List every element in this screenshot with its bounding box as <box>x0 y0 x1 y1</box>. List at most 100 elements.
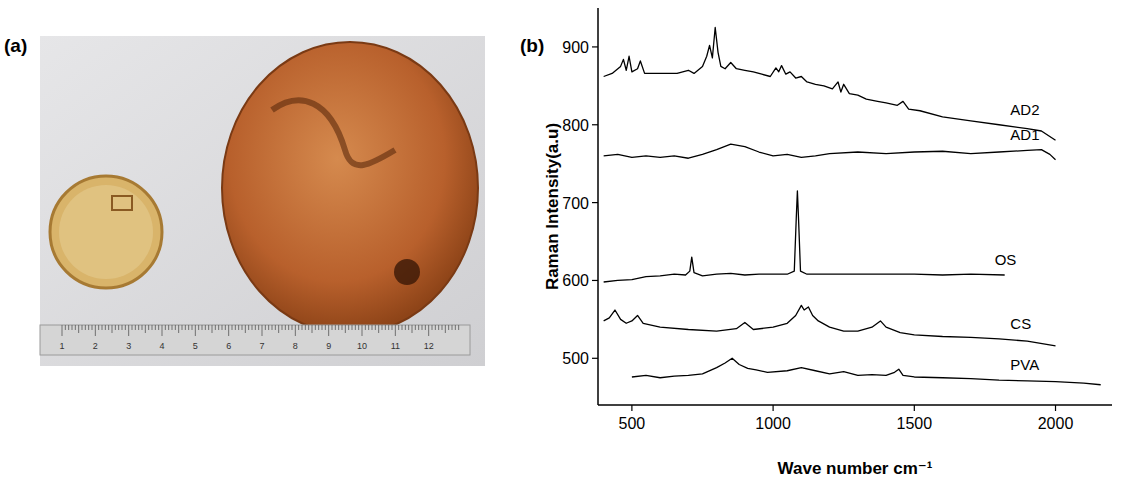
ruler-tick <box>172 325 173 330</box>
ruler-tick <box>115 325 116 330</box>
ruler <box>40 325 470 355</box>
ruler-tick <box>408 325 409 330</box>
ruler-tick <box>68 325 69 330</box>
ruler-tick <box>112 325 113 333</box>
ruler-tick <box>428 325 429 336</box>
ruler-label: 9 <box>326 341 331 351</box>
ruler-tick <box>442 325 443 330</box>
ruler-tick <box>455 325 456 330</box>
ruler-label: 11 <box>391 341 400 351</box>
ruler-tick <box>412 325 413 333</box>
y-tick-label: 700 <box>562 195 589 212</box>
panel-label: (b) <box>520 35 544 56</box>
ruler-tick <box>138 325 139 330</box>
x-tick-label: 2000 <box>1038 415 1074 432</box>
ruler-tick <box>128 325 129 336</box>
ruler-tick <box>452 325 453 330</box>
small-disc <box>50 176 162 288</box>
ruler-tick <box>62 325 63 336</box>
ruler-tick <box>305 325 306 330</box>
ruler-tick <box>222 325 223 330</box>
ruler-tick <box>98 325 99 330</box>
ruler-tick <box>425 325 426 330</box>
ruler-tick <box>132 325 133 330</box>
ruler-tick <box>245 325 246 333</box>
ruler-tick <box>285 325 286 330</box>
ruler-tick <box>308 325 309 330</box>
ruler-tick <box>195 325 196 336</box>
ruler-label: 10 <box>357 341 367 351</box>
ruler-tick <box>92 325 93 330</box>
y-tick <box>592 358 598 359</box>
ruler-tick <box>345 325 346 333</box>
ruler-tick <box>88 325 89 330</box>
ruler-tick <box>238 325 239 330</box>
ruler-tick <box>392 325 393 330</box>
ruler-tick <box>232 325 233 330</box>
ruler-tick <box>258 325 259 330</box>
ruler-tick <box>162 325 163 336</box>
ruler-tick <box>365 325 366 330</box>
series-label: AD1 <box>1010 126 1039 143</box>
ruler-tick <box>275 325 276 330</box>
ruler-tick <box>152 325 153 330</box>
ruler-tick <box>255 325 256 330</box>
ruler-tick <box>158 325 159 330</box>
ruler-tick <box>438 325 439 330</box>
ruler-tick <box>165 325 166 330</box>
ruler-tick <box>135 325 136 330</box>
ruler-tick <box>198 325 199 330</box>
ruler-tick <box>75 325 76 330</box>
y-tick <box>592 280 598 281</box>
ruler-tick <box>342 325 343 330</box>
chart-panel: (b)500100015002000500600700800900Wave nu… <box>520 8 1112 478</box>
ruler-tick <box>142 325 143 330</box>
ruler-tick <box>268 325 269 330</box>
ruler-tick <box>122 325 123 330</box>
ruler-tick <box>458 325 459 330</box>
ruler-tick <box>368 325 369 330</box>
x-tick <box>631 405 632 411</box>
ruler-tick <box>372 325 373 330</box>
ruler-tick <box>242 325 243 330</box>
figure: (a)123456789101112(b)5001000150020005006… <box>0 0 1121 490</box>
ruler-tick <box>418 325 419 330</box>
ruler-tick <box>282 325 283 330</box>
ruler-tick <box>375 325 376 330</box>
ruler-tick <box>208 325 209 330</box>
ruler-tick <box>155 325 156 330</box>
x-axis-line <box>598 404 1112 406</box>
ruler-tick <box>415 325 416 330</box>
ruler-tick <box>85 325 86 330</box>
y-tick <box>592 202 598 203</box>
y-tick-label: 800 <box>562 117 589 134</box>
small-disc-inner <box>59 185 153 279</box>
panel-label: (a) <box>4 35 27 56</box>
ruler-tick <box>395 325 396 336</box>
y-tick <box>592 124 598 125</box>
ruler-label: 3 <box>126 341 131 351</box>
ruler-tick <box>175 325 176 330</box>
ruler-tick <box>332 325 333 330</box>
y-tick-label: 900 <box>562 39 589 56</box>
ruler-tick <box>405 325 406 330</box>
ruler-tick <box>82 325 83 330</box>
y-tick-label: 600 <box>562 272 589 289</box>
ruler-tick <box>192 325 193 330</box>
ruler-tick <box>422 325 423 330</box>
ruler-tick <box>205 325 206 330</box>
y-tick-label: 500 <box>562 350 589 367</box>
ruler-tick <box>348 325 349 330</box>
ruler-tick <box>325 325 326 330</box>
ruler-label: 1 <box>59 341 64 351</box>
ruler-label: 7 <box>259 341 264 351</box>
ruler-tick <box>168 325 169 330</box>
ruler-tick <box>362 325 363 336</box>
y-tick <box>592 46 598 47</box>
disc-spot <box>394 259 420 285</box>
ruler-tick <box>125 325 126 330</box>
ruler-tick <box>65 325 66 330</box>
ruler-tick <box>202 325 203 330</box>
x-tick-label: 500 <box>619 415 646 432</box>
ruler-tick <box>388 325 389 330</box>
